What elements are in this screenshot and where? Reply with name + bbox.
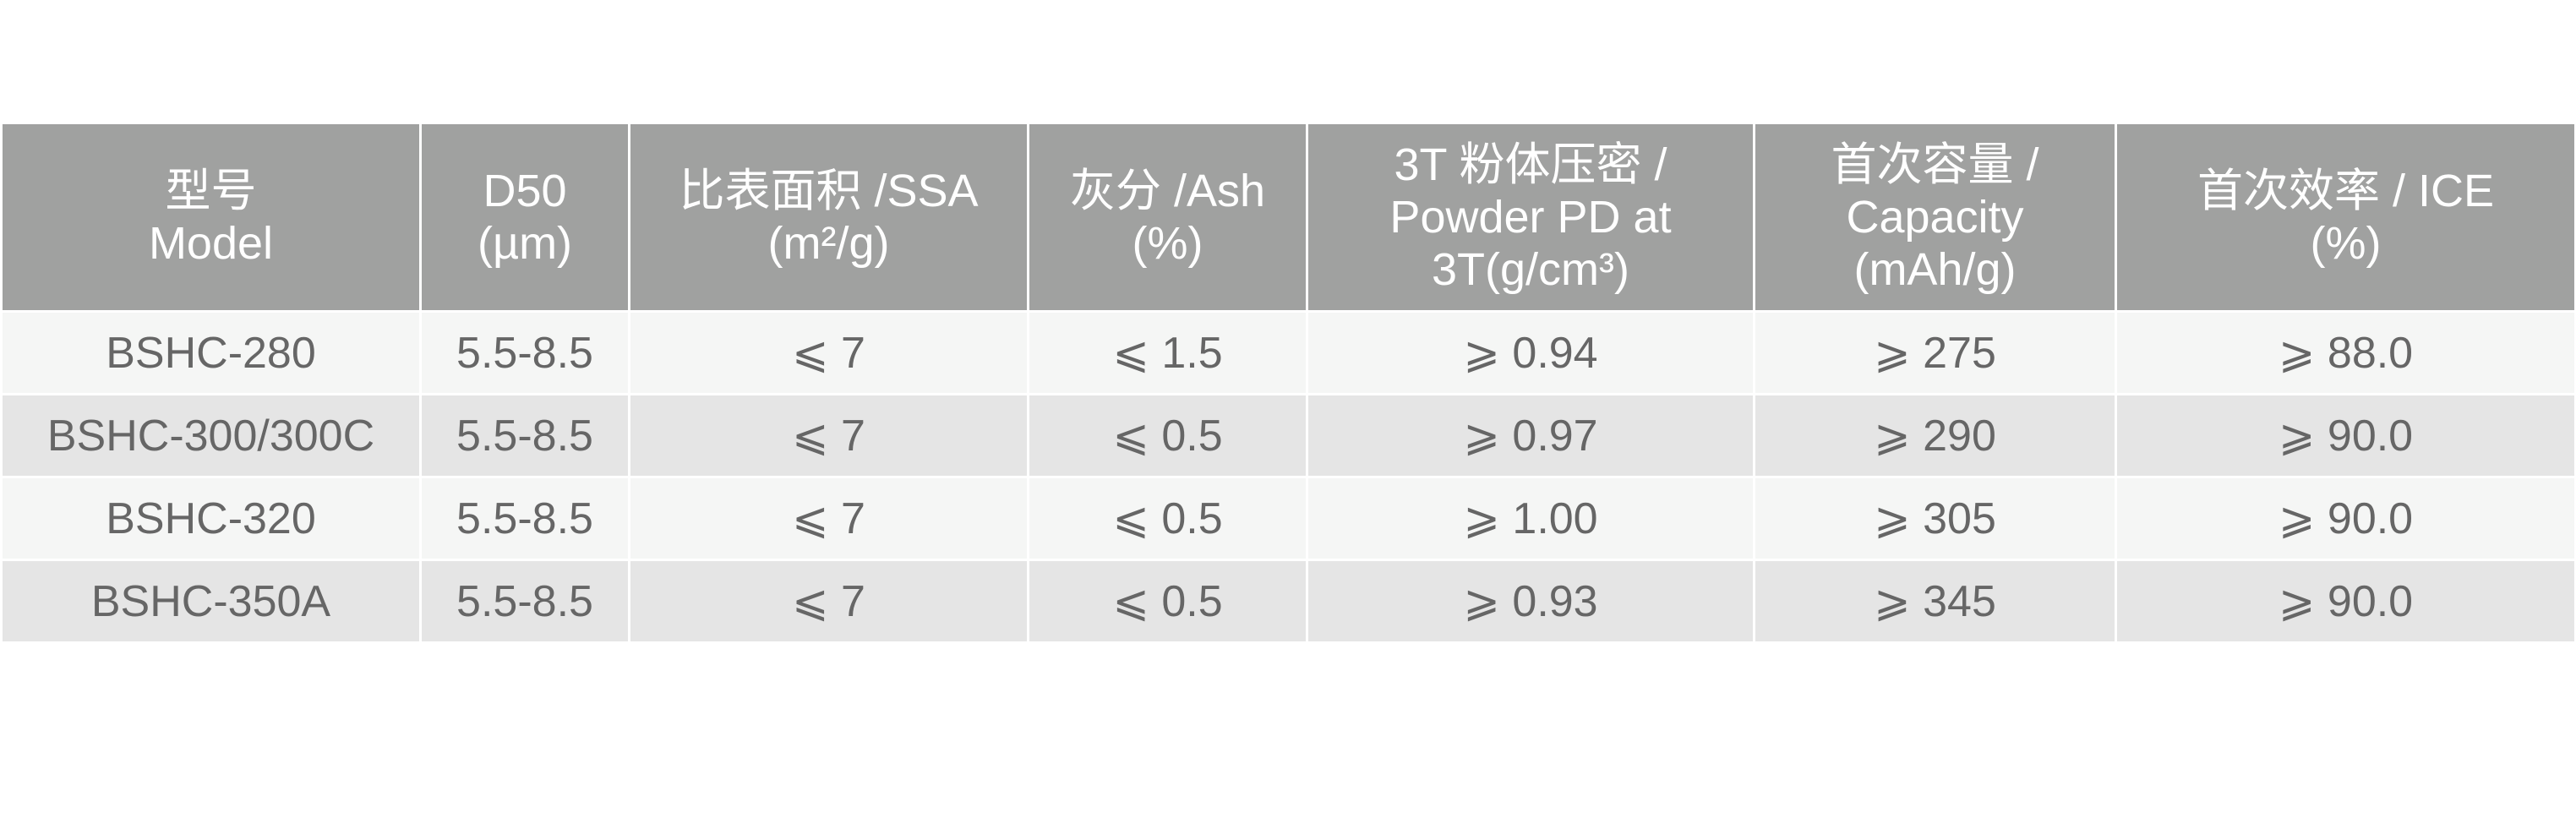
cell-powder-pd: ⩾ 0.97: [1306, 393, 1755, 478]
header-line: (µm): [477, 218, 573, 269]
header-line: 型号: [165, 166, 257, 216]
header-line: (mAh/g): [1853, 244, 2017, 295]
cell-ssa: ⩽ 7: [628, 559, 1029, 644]
header-line: (%): [2310, 218, 2382, 269]
cell-d50: 5.5-8.5: [419, 559, 630, 644]
column-header-powder-pd: 3T 粉体压密 / Powder PD at 3T(g/cm³): [1306, 122, 1755, 313]
cell-d50: 5.5-8.5: [419, 393, 630, 478]
header-line: (m²/g): [767, 218, 890, 269]
cell-model: BSHC-320: [0, 476, 422, 561]
header-line: Model: [148, 218, 274, 269]
table-row: BSHC-350A 5.5-8.5 ⩽ 7 ⩽ 0.5 ⩾ 0.93 ⩾ 345 ⩾ 90.…: [0, 559, 2576, 644]
cell-ssa: ⩽ 7: [628, 476, 1029, 561]
cell-powder-pd: ⩾ 0.93: [1306, 559, 1755, 644]
cell-model: BSHC-350A: [0, 559, 422, 644]
cell-model: BSHC-300/300C: [0, 393, 422, 478]
header-line: D50: [483, 166, 567, 216]
cell-ash: ⩽ 0.5: [1027, 476, 1308, 561]
header-row: 型号 Model D50 (µm) 比表面积 /SSA (m²/g) 灰分 /Ash (%) 3…: [0, 122, 2576, 313]
header-line: 首次容量 /: [1831, 139, 2039, 190]
cell-capacity: ⩾ 290: [1753, 393, 2117, 478]
cell-model: BSHC-280: [0, 310, 422, 395]
cell-powder-pd: ⩾ 1.00: [1306, 476, 1755, 561]
column-header-model: 型号 Model: [0, 122, 422, 313]
table-row: BSHC-280 5.5-8.5 ⩽ 7 ⩽ 1.5 ⩾ 0.94 ⩾ 275 ⩾ 88.0: [0, 310, 2576, 395]
cell-d50: 5.5-8.5: [419, 476, 630, 561]
cell-ssa: ⩽ 7: [628, 310, 1029, 395]
cell-capacity: ⩾ 275: [1753, 310, 2117, 395]
cell-ash: ⩽ 0.5: [1027, 393, 1308, 478]
cell-ash: ⩽ 0.5: [1027, 559, 1308, 644]
column-header-capacity: 首次容量 / Capacity (mAh/g): [1753, 122, 2117, 313]
cell-capacity: ⩾ 305: [1753, 476, 2117, 561]
cell-ssa: ⩽ 7: [628, 393, 1029, 478]
cell-ice: ⩾ 90.0: [2115, 559, 2576, 644]
cell-ice: ⩾ 90.0: [2115, 393, 2576, 478]
column-header-ice: 首次效率 / ICE (%): [2115, 122, 2576, 313]
column-header-ssa: 比表面积 /SSA (m²/g): [628, 122, 1029, 313]
cell-ice: ⩾ 88.0: [2115, 310, 2576, 395]
table-row: BSHC-300/300C 5.5-8.5 ⩽ 7 ⩽ 0.5 ⩾ 0.97 ⩾ 290 ⩾…: [0, 393, 2576, 478]
header-line: (%): [1132, 218, 1203, 269]
header-line: 比表面积 /SSA: [679, 166, 979, 216]
cell-powder-pd: ⩾ 0.94: [1306, 310, 1755, 395]
cell-ash: ⩽ 1.5: [1027, 310, 1308, 395]
spec-table: 型号 Model D50 (µm) 比表面积 /SSA (m²/g) 灰分 /Ash (%) 3…: [0, 122, 2576, 644]
column-header-ash: 灰分 /Ash (%): [1027, 122, 1308, 313]
header-line: 首次效率 / ICE: [2197, 166, 2495, 216]
header-line: Capacity: [1846, 192, 2024, 243]
header-line: Powder PD at: [1389, 192, 1672, 243]
header-line: 3T(g/cm³): [1432, 244, 1629, 295]
cell-ice: ⩾ 90.0: [2115, 476, 2576, 561]
cell-d50: 5.5-8.5: [419, 310, 630, 395]
header-line: 3T 粉体压密 /: [1394, 139, 1667, 190]
table-row: BSHC-320 5.5-8.5 ⩽ 7 ⩽ 0.5 ⩾ 1.00 ⩾ 305 ⩾ 90.0: [0, 476, 2576, 561]
cell-capacity: ⩾ 345: [1753, 559, 2117, 644]
column-header-d50: D50 (µm): [419, 122, 630, 313]
header-line: 灰分 /Ash: [1069, 166, 1266, 216]
